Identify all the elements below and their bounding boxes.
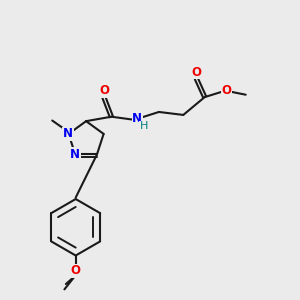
Text: O: O [99, 84, 109, 98]
Text: N: N [70, 148, 80, 161]
Text: N: N [63, 128, 73, 140]
Text: H: H [140, 121, 148, 131]
Text: O: O [71, 265, 81, 278]
Text: N: N [132, 112, 142, 125]
Text: O: O [221, 84, 231, 97]
Text: O: O [191, 66, 201, 79]
